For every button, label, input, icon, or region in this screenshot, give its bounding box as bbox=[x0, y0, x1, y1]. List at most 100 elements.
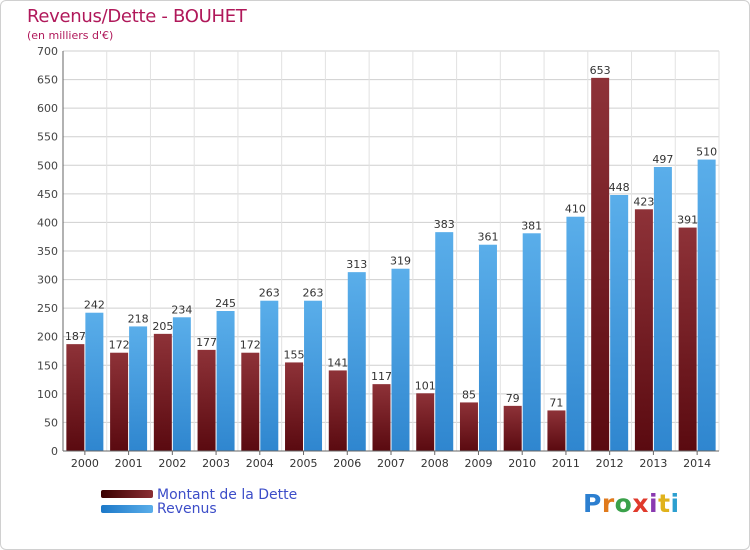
legend-swatch-revenus bbox=[101, 505, 153, 513]
bar-dette bbox=[547, 410, 566, 451]
data-label-revenus: 242 bbox=[84, 299, 105, 312]
chart-subtitle: (en milliers d'€) bbox=[27, 29, 114, 42]
bar-dette bbox=[634, 209, 653, 451]
bar-revenus bbox=[129, 326, 148, 451]
x-tick-label: 2003 bbox=[202, 457, 230, 470]
data-label-dette: 172 bbox=[240, 339, 261, 352]
data-label-revenus: 263 bbox=[259, 287, 280, 300]
data-label-revenus: 319 bbox=[390, 255, 411, 268]
data-label-dette: 177 bbox=[196, 336, 217, 349]
x-tick-label: 2009 bbox=[464, 457, 492, 470]
data-label-revenus: 361 bbox=[477, 231, 498, 244]
bar-dette bbox=[328, 370, 347, 451]
data-label-revenus: 448 bbox=[609, 181, 630, 194]
logo-letter: r bbox=[601, 489, 615, 518]
y-tick-label: 250 bbox=[37, 302, 58, 315]
bar-dette bbox=[241, 352, 260, 451]
y-tick-label: 0 bbox=[51, 445, 58, 458]
data-label-dette: 155 bbox=[284, 348, 305, 361]
x-tick-label: 2000 bbox=[71, 457, 99, 470]
bar-revenus bbox=[522, 233, 541, 451]
bar-dette bbox=[503, 405, 522, 451]
data-label-revenus: 234 bbox=[171, 303, 192, 316]
x-tick-label: 2002 bbox=[158, 457, 186, 470]
bar-dette bbox=[66, 344, 85, 451]
data-label-dette: 71 bbox=[549, 396, 563, 409]
bar-revenus bbox=[304, 300, 323, 451]
bar-revenus bbox=[478, 244, 497, 451]
data-label-revenus: 263 bbox=[303, 287, 324, 300]
bar-revenus bbox=[85, 312, 104, 451]
data-label-dette: 653 bbox=[590, 64, 611, 77]
x-tick-label: 2014 bbox=[683, 457, 711, 470]
data-label-revenus: 381 bbox=[521, 219, 542, 232]
chart-title: Revenus/Dette - BOUHET bbox=[27, 6, 247, 27]
legend-label-dette: Montant de la Dette bbox=[157, 487, 298, 503]
y-tick-label: 500 bbox=[37, 159, 58, 172]
bar-revenus bbox=[435, 232, 454, 451]
logo-letter: x bbox=[632, 489, 649, 518]
bar-dette bbox=[372, 384, 391, 451]
bar-revenus bbox=[391, 268, 410, 451]
x-tick-label: 2004 bbox=[246, 457, 274, 470]
x-tick-label: 2010 bbox=[508, 457, 536, 470]
logo-letter: i bbox=[670, 489, 680, 518]
data-label-dette: 117 bbox=[371, 370, 392, 383]
bar-revenus bbox=[566, 216, 585, 451]
y-tick-label: 200 bbox=[37, 331, 58, 344]
x-tick-label: 2011 bbox=[552, 457, 580, 470]
y-tick-label: 400 bbox=[37, 216, 58, 229]
data-label-revenus: 510 bbox=[696, 146, 717, 159]
bar-dette bbox=[591, 77, 610, 451]
y-tick-label: 550 bbox=[37, 131, 58, 144]
data-label-dette: 391 bbox=[677, 214, 698, 227]
data-label-dette: 85 bbox=[462, 388, 476, 401]
y-tick-label: 350 bbox=[37, 245, 58, 258]
legend-swatch-dette bbox=[101, 490, 153, 498]
y-tick-label: 450 bbox=[37, 188, 58, 201]
data-label-dette: 172 bbox=[109, 339, 130, 352]
bar-dette bbox=[110, 352, 129, 451]
data-label-revenus: 497 bbox=[652, 153, 673, 166]
logo-letter: P bbox=[583, 489, 602, 518]
y-tick-label: 50 bbox=[44, 416, 58, 429]
bar-revenus bbox=[172, 317, 191, 451]
bar-revenus bbox=[697, 159, 716, 452]
logo-letter: t bbox=[658, 489, 671, 518]
x-tick-label: 2006 bbox=[333, 457, 361, 470]
x-tick-label: 2007 bbox=[377, 457, 405, 470]
bar-revenus bbox=[260, 300, 279, 451]
data-label-dette: 79 bbox=[506, 392, 520, 405]
y-tick-label: 100 bbox=[37, 388, 58, 401]
data-label-dette: 205 bbox=[152, 320, 173, 333]
logo-letter: i bbox=[649, 489, 659, 518]
x-tick-label: 2005 bbox=[290, 457, 318, 470]
x-tick-label: 2001 bbox=[115, 457, 143, 470]
bar-revenus bbox=[216, 311, 235, 451]
bar-dette bbox=[459, 402, 478, 451]
logo-letter: o bbox=[614, 489, 633, 518]
bar-dette bbox=[197, 349, 216, 451]
data-label-dette: 141 bbox=[327, 356, 348, 369]
x-tick-label: 2012 bbox=[596, 457, 624, 470]
data-label-revenus: 245 bbox=[215, 297, 236, 310]
data-label-dette: 187 bbox=[65, 330, 86, 343]
bar-revenus bbox=[610, 195, 629, 451]
data-label-revenus: 410 bbox=[565, 203, 586, 216]
data-label-revenus: 383 bbox=[434, 218, 455, 231]
y-tick-label: 150 bbox=[37, 359, 58, 372]
legend-label-revenus: Revenus bbox=[157, 501, 217, 517]
bar-dette bbox=[153, 333, 172, 451]
bar-dette bbox=[285, 362, 304, 451]
y-tick-label: 600 bbox=[37, 102, 58, 115]
bar-revenus bbox=[653, 167, 672, 451]
x-tick-label: 2008 bbox=[421, 457, 449, 470]
bar-dette bbox=[678, 227, 697, 451]
data-label-dette: 101 bbox=[415, 379, 436, 392]
data-label-revenus: 218 bbox=[128, 312, 149, 325]
x-tick-label: 2013 bbox=[639, 457, 667, 470]
proxiti-logo: Proxiti bbox=[583, 489, 680, 518]
y-tick-label: 650 bbox=[37, 74, 58, 87]
